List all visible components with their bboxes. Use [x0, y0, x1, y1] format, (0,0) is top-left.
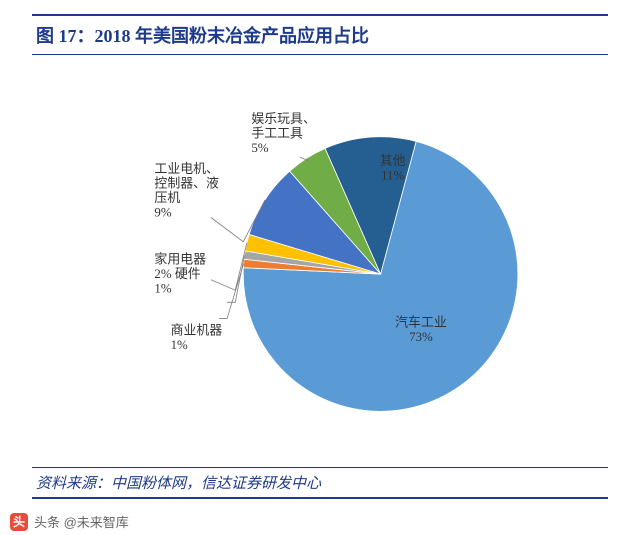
toutiao-icon: 头: [10, 513, 28, 531]
watermark-text: 头条 @未来智库: [34, 512, 129, 531]
slice-label: 手工工具: [251, 126, 303, 141]
slice-label: 家用电器: [154, 252, 206, 267]
slice-label: 商业机器: [171, 323, 223, 338]
figure-source: 资料来源：中国粉体网，信达证券研发中心: [32, 467, 608, 499]
source-text: 中国粉体网，信达证券研发中心: [111, 476, 321, 492]
slice-label: 9%: [154, 205, 171, 220]
slice-label: 压机: [154, 190, 180, 205]
slice-label: 73%: [409, 329, 433, 344]
slice-label: 汽车工业: [395, 315, 447, 330]
slice-label: 工业电机、: [154, 161, 219, 176]
slice-label: 2% 硬件: [154, 266, 200, 281]
figure-frame: 图 17：2018 年美国粉末冶金产品应用占比 汽车工业73%商业机器1%家用电…: [0, 0, 640, 535]
watermark: 头 头条 @未来智库: [10, 512, 129, 531]
slice-label: 1%: [171, 337, 188, 352]
pie-chart: 汽车工业73%商业机器1%家用电器2% 硬件1%工业电机、控制器、液压机9%娱乐…: [0, 60, 640, 465]
slice-label: 娱乐玩具、: [251, 111, 316, 126]
slice-label: 5%: [251, 140, 268, 155]
figure-title: 图 17：2018 年美国粉末冶金产品应用占比: [32, 14, 608, 55]
source-prefix: 资料来源：: [36, 476, 111, 492]
slice-label: 11%: [381, 168, 404, 183]
slice-label: 控制器、液: [154, 176, 219, 191]
slice-label: 1%: [154, 281, 171, 296]
slice-label: 其他: [380, 153, 406, 168]
